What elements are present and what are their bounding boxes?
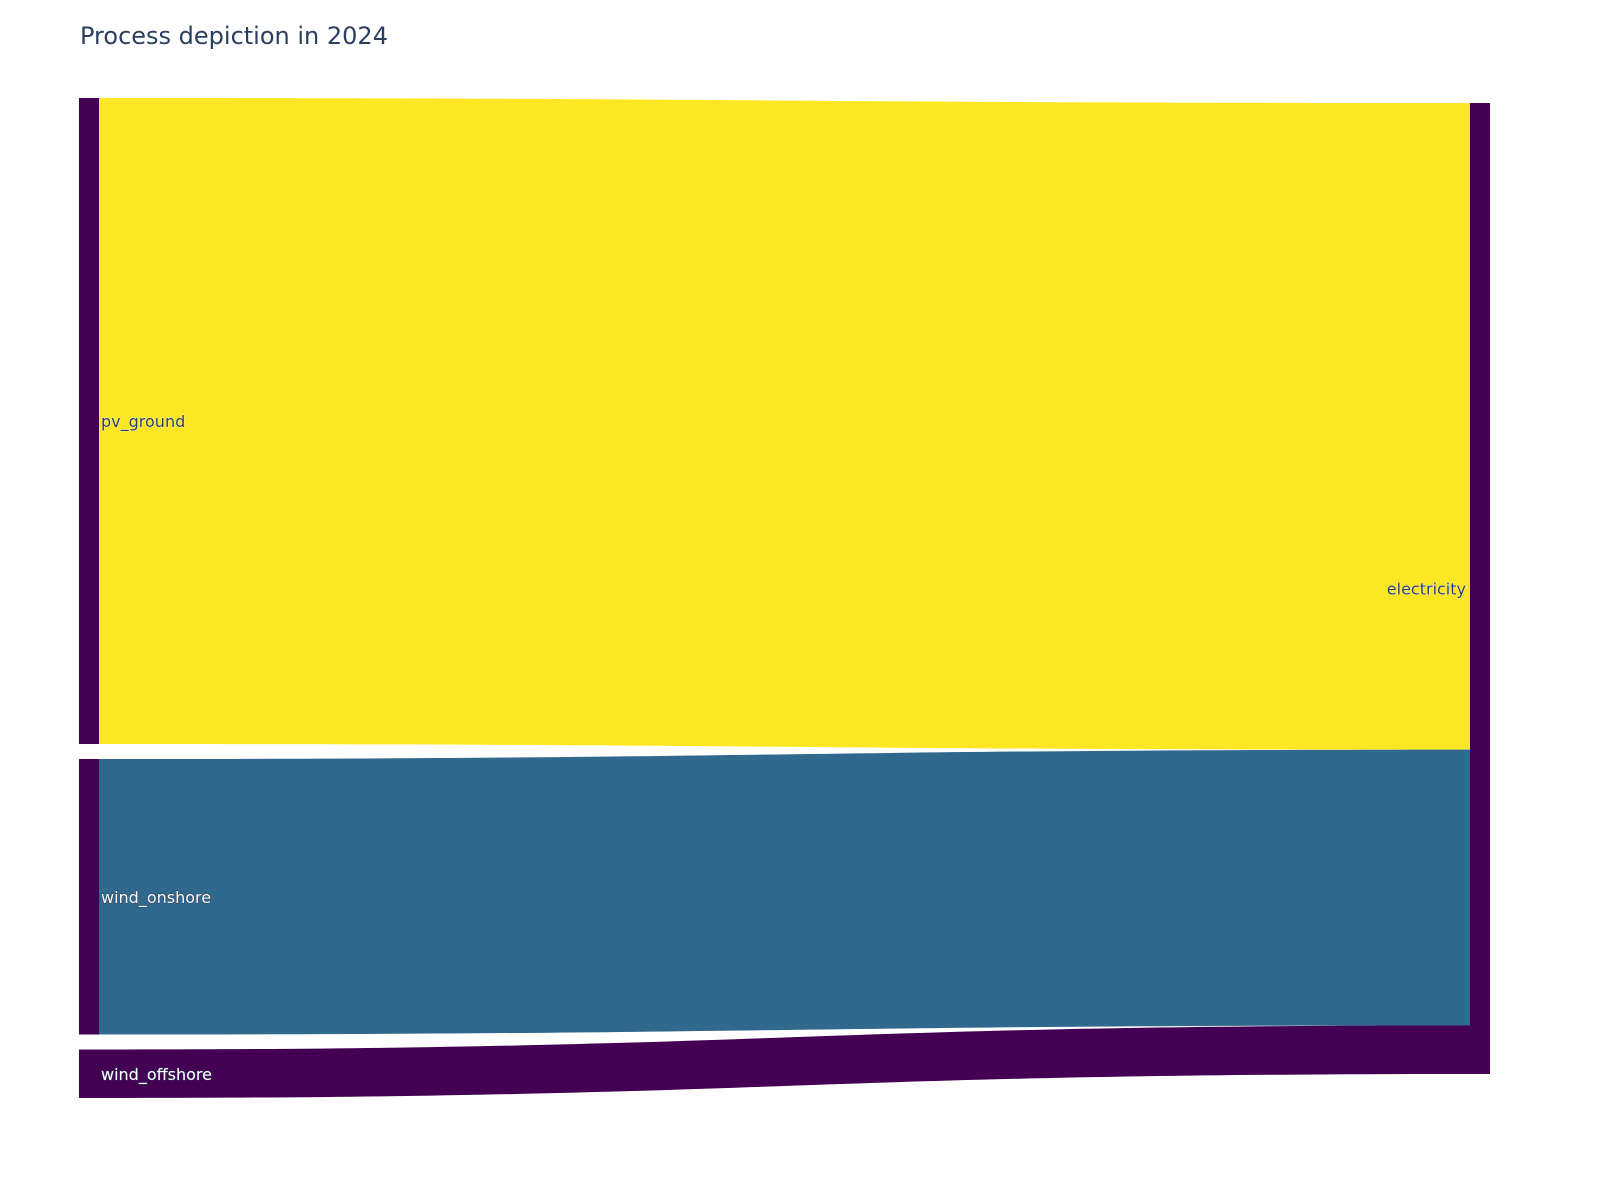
node-label-wind_offshore: wind_offshore: [101, 1065, 212, 1085]
node-wind_onshore[interactable]: [79, 759, 99, 1035]
link-wind_offshore-to-electricity[interactable]: [99, 1025, 1470, 1098]
sankey-nodes: [79, 98, 1490, 1098]
node-label-pv_ground: pv_ground: [101, 412, 185, 432]
node-label-electricity: electricity: [1387, 580, 1466, 599]
sankey-labels: pv_ground wind_onshore wind_offshore electr…: [101, 412, 1467, 1085]
link-wind_onshore-to-electricity[interactable]: [99, 749, 1470, 1035]
node-electricity[interactable]: [1470, 103, 1490, 1074]
sankey-links: [99, 98, 1470, 1098]
chart-title: Process depiction in 2024: [80, 22, 388, 50]
node-wind_offshore[interactable]: [79, 1049, 99, 1099]
link-pv_ground-to-electricity[interactable]: [99, 98, 1470, 750]
node-pv_ground[interactable]: [79, 98, 99, 745]
node-label-wind_onshore: wind_onshore: [101, 888, 211, 908]
